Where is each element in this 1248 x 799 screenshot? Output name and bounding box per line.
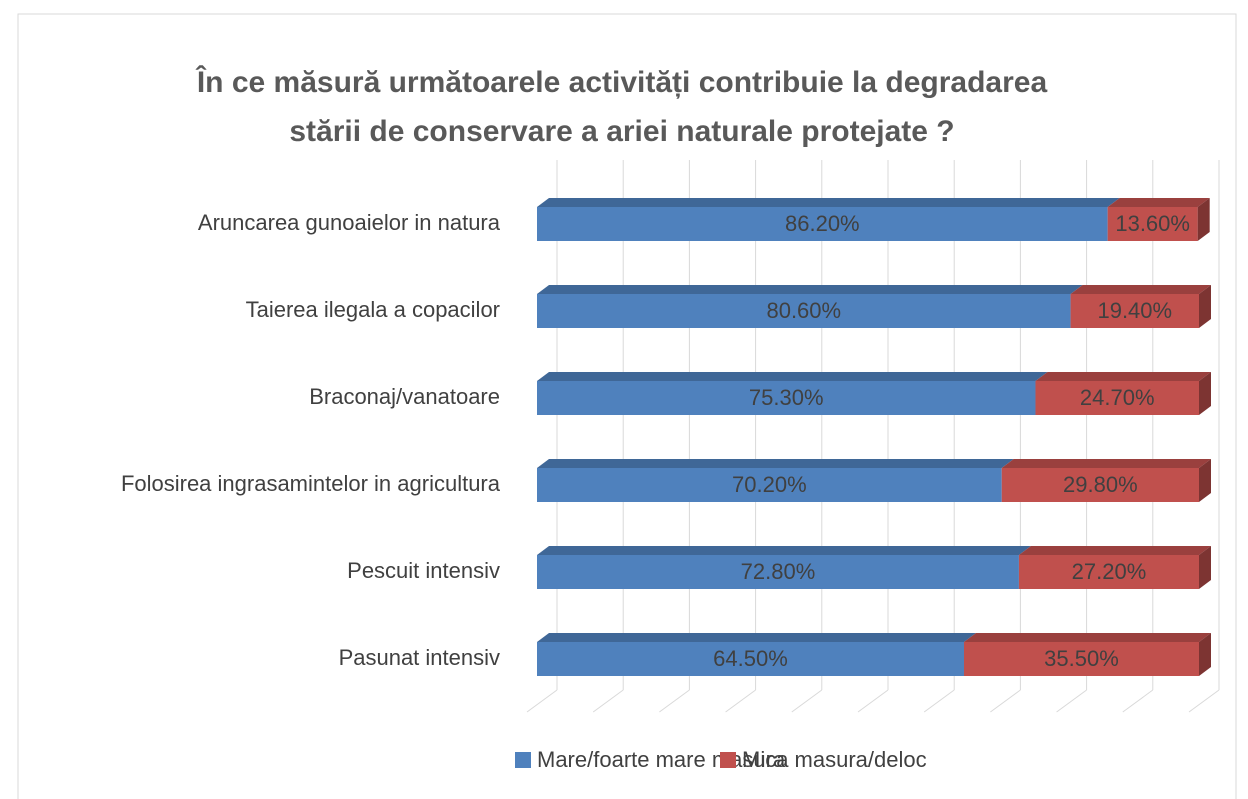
data-label: 27.20% [1072,559,1147,584]
floor-grid-line [1122,689,1154,713]
legend-swatch [720,752,736,768]
data-label: 24.70% [1080,385,1155,410]
bar [537,294,1071,328]
bar-top [1035,372,1211,381]
y-tick-label: Pescuit intensiv [347,558,500,583]
floor-grid-line [1056,689,1087,713]
bar [537,555,1019,589]
floor-grid-line [526,689,558,713]
bar-top [1001,459,1211,468]
bar [537,468,1002,502]
bar-side [1199,372,1211,415]
bar [1018,555,1199,589]
data-label: 70.20% [732,472,807,497]
bar-top [537,372,1048,381]
y-tick-label: Aruncarea gunoaielor in natura [198,210,501,235]
bar-side [1197,198,1210,241]
floor-grid-line [923,689,955,713]
chart-title: stării de conservare a ariei naturale pr… [289,115,954,148]
bar [537,207,1108,241]
bar [537,381,1036,415]
bar-top [963,633,1211,642]
data-label: 64.50% [713,646,788,671]
data-label: 75.30% [749,385,824,410]
bar-top [537,633,976,642]
floor-grid-line [857,689,889,713]
data-label: 29.80% [1063,472,1138,497]
bar [1001,468,1199,502]
bar-top [537,285,1083,294]
floor-grid-line [659,689,690,713]
data-label: 86.20% [785,211,860,236]
bar-top [1107,198,1210,207]
legend-swatch [515,752,531,768]
y-tick-label: Pasunat intensiv [339,645,500,670]
y-tick-label: Folosirea ingrasamintelor in agricultura [121,471,501,496]
floor-grid-line [990,689,1021,713]
bar-top [537,546,1031,555]
floor-grid-line [725,689,756,713]
floor-grid-line [791,689,823,713]
bar-top [537,198,1120,207]
bar-side [1199,459,1211,502]
bar-top [1070,285,1211,294]
data-label: 13.60% [1115,211,1190,236]
bar-side [1199,285,1211,328]
bar-top [1018,546,1211,555]
data-label: 80.60% [766,298,841,323]
bar [1070,294,1199,328]
legend-label: Mare/foarte mare masura [537,747,786,772]
floor-grid-line [1188,689,1220,713]
legend-label: Mica masura/deloc [742,747,927,772]
floor-grid-line [592,689,624,713]
bar-top [537,459,1014,468]
chart-title: În ce măsură următoarele activități cont… [195,65,1048,99]
bar [1107,207,1198,241]
data-label: 35.50% [1044,646,1119,671]
bar [963,642,1199,676]
bar-side [1199,546,1211,589]
bar-side [1199,633,1211,676]
data-label: 19.40% [1097,298,1172,323]
y-tick-label: Taierea ilegala a copacilor [246,297,500,322]
data-label: 72.80% [741,559,816,584]
bar [537,642,964,676]
bar [1035,381,1199,415]
y-tick-label: Braconaj/vanatoare [309,384,500,409]
